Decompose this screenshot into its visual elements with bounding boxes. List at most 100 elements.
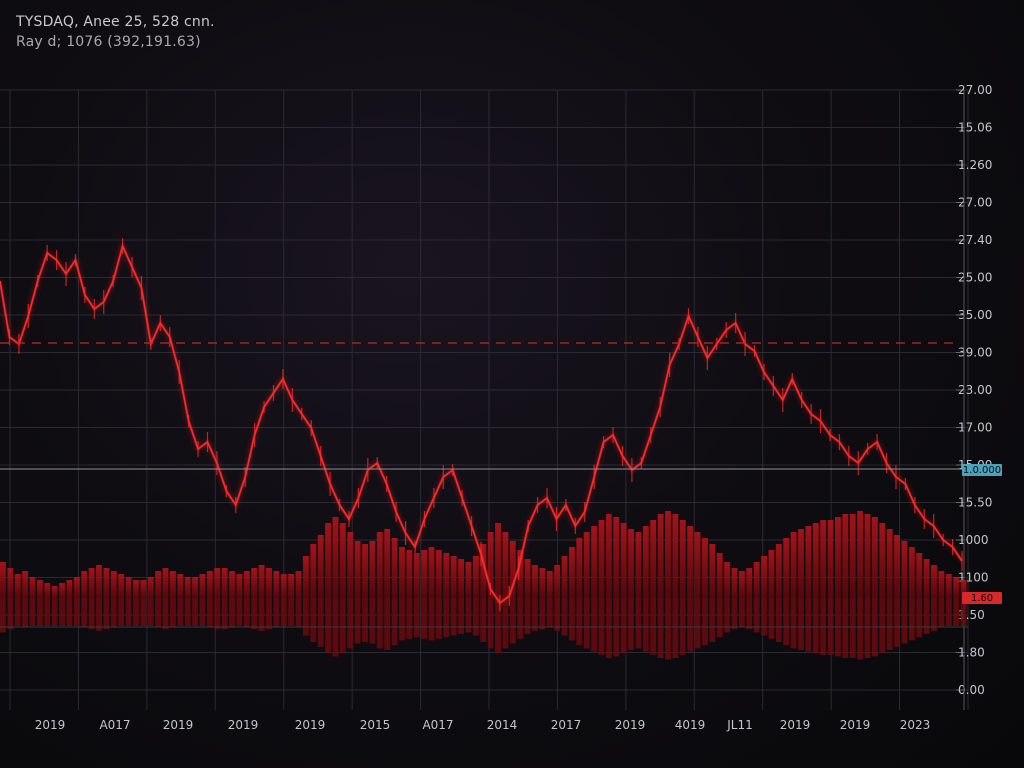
volume-bar [310, 544, 317, 598]
volume-bar-lower [923, 598, 930, 634]
volume-bar [177, 574, 184, 598]
price-badge-red [962, 592, 1002, 604]
x-axis-label: JL11 [726, 718, 753, 732]
volume-bar [273, 571, 280, 598]
volume-bar [221, 568, 228, 598]
volume-bar [532, 565, 538, 598]
chart-header-range: Ray d; 1076 (392,191.63) [16, 34, 201, 50]
x-axis-label: 2015 [360, 718, 391, 732]
volume-bar [509, 541, 516, 598]
volume-bar [36, 580, 43, 598]
volume-bar-lower [81, 598, 88, 628]
volume-bar-lower [960, 598, 967, 626]
volume-bar [945, 574, 952, 598]
volume-bar-lower [59, 598, 66, 626]
y-axis-label: 15.50 [958, 496, 992, 510]
volume-bar-lower [206, 598, 213, 628]
volume-bar [886, 529, 893, 598]
volume-bar-lower [0, 598, 6, 633]
y-axis-label: 1.80 [958, 646, 985, 660]
volume-bar [435, 550, 442, 598]
volume-bar [561, 556, 568, 598]
volume-bar-lower [465, 598, 472, 633]
volume-bar [716, 553, 723, 598]
volume-bar [834, 517, 841, 598]
volume-bar [605, 514, 612, 598]
volume-bar [199, 574, 206, 598]
volume-bar-lower [554, 598, 561, 631]
volume-bar [709, 544, 716, 598]
volume-bar-lower [376, 598, 383, 649]
volume-bar [842, 514, 849, 598]
volume-bar-lower [413, 598, 420, 638]
volume-bar-lower [295, 598, 302, 628]
volume-bar-lower [251, 598, 258, 630]
x-axis-label: 2019 [35, 718, 66, 732]
volume-bar-lower [945, 598, 952, 626]
volume-bar [214, 568, 221, 598]
volume-bar [812, 523, 819, 598]
volume-bar [480, 544, 487, 598]
volume-bar [576, 538, 583, 598]
volume-bar [125, 577, 132, 598]
volume-bar [450, 556, 457, 598]
volume-bar [7, 568, 14, 598]
volume-bar [827, 520, 834, 598]
volume-bar-lower [450, 598, 457, 636]
price-badge-blue [962, 464, 1002, 476]
volume-bar-lower [598, 598, 605, 655]
volume-bar [775, 544, 782, 598]
volume-bar-lower [709, 598, 716, 642]
volume-bar [753, 562, 760, 598]
y-axis-label: 27.00 [958, 83, 992, 97]
volume-bar [849, 514, 856, 598]
volume-bar-lower [184, 598, 191, 626]
volume-bar-lower [258, 598, 265, 631]
volume-bar [243, 571, 250, 598]
volume-bar-lower [273, 598, 280, 628]
y-axis-label: 35.00 [958, 308, 992, 322]
volume-bar-lower [443, 598, 450, 638]
volume-bar-lower [458, 598, 465, 634]
volume-bar [110, 571, 117, 598]
volume-bar [169, 571, 176, 598]
volume-bar-lower [133, 598, 139, 626]
x-axis-label: 2023 [900, 718, 931, 732]
volume-bar-lower [384, 598, 391, 650]
volume-bar-lower [790, 598, 797, 649]
volume-bar-lower [827, 598, 834, 655]
volume-bar [465, 562, 472, 598]
volume-bar-lower [746, 598, 753, 630]
volume-bar [288, 574, 295, 598]
volume-bar-lower [761, 598, 767, 636]
volume-bar-lower [103, 598, 110, 630]
volume-bar-lower [221, 598, 228, 630]
volume-bar [458, 559, 465, 598]
volume-bar [443, 553, 450, 598]
volume-bar [206, 571, 213, 598]
volume-bar-lower [620, 598, 627, 654]
volume-bar [783, 538, 790, 598]
volume-bar-lower [842, 598, 849, 658]
volume-bar [162, 568, 169, 598]
volume-bar-lower [310, 598, 317, 642]
volume-bar [376, 532, 383, 598]
volume-bar-lower [798, 598, 804, 650]
volume-bar-lower [901, 598, 908, 644]
volume-bar [546, 571, 553, 598]
volume-bar [598, 520, 605, 598]
volume-bar [731, 568, 738, 598]
volume-bar-lower [879, 598, 886, 654]
x-axis-label: 4019 [675, 718, 706, 732]
volume-bar-lower [657, 598, 664, 658]
volume-bar [472, 556, 479, 598]
volume-bar-lower [88, 598, 95, 630]
volume-bar-lower [110, 598, 117, 628]
volume-bar-lower [177, 598, 184, 626]
volume-bar [96, 565, 102, 598]
volume-bar [0, 562, 6, 598]
volume-bar [701, 538, 708, 598]
volume-bar-lower [243, 598, 250, 628]
volume-bar-lower [812, 598, 819, 654]
